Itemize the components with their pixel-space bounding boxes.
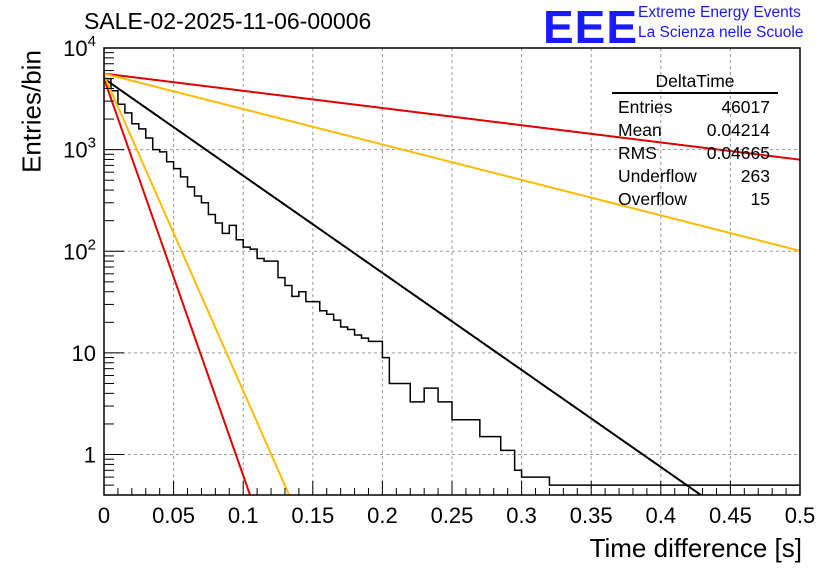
y-axis-title: Entries/bin xyxy=(16,50,47,173)
curve-red-steep xyxy=(103,78,252,496)
x-tick-label: 0.2 xyxy=(367,503,398,528)
stats-box: DeltaTime Entries 46017 Mean 0.04214 RMS 0.… xyxy=(612,70,778,211)
stats-value: 0.04665 xyxy=(706,143,770,163)
x-tick-labels: 0 0.05 0.1 0.15 0.2 0.25 0.3 0.35 0.4 0.45 0.5 xyxy=(98,503,815,528)
x-tick-label: 0.45 xyxy=(709,503,752,528)
axis-ticks xyxy=(103,47,801,496)
stats-label: Mean xyxy=(618,120,662,140)
x-tick-label: 0 xyxy=(98,503,110,528)
stats-value: 46017 xyxy=(721,97,770,117)
eee-line-2: La Scienza nelle Scuole xyxy=(638,24,804,41)
y-tick-labels: 1 10 102 103 104 xyxy=(63,33,96,468)
stats-value: 15 xyxy=(750,189,770,209)
x-tick-label: 0.15 xyxy=(291,503,334,528)
fit-curves xyxy=(103,72,801,496)
stats-label: Entries xyxy=(618,97,673,117)
eee-line-1: Extreme Energy Events xyxy=(638,4,801,21)
x-tick-label: 0.25 xyxy=(431,503,474,528)
x-tick-label: 0.05 xyxy=(152,503,195,528)
eee-logo: EEE xyxy=(543,1,639,53)
y-tick-label: 103 xyxy=(63,135,96,163)
chart-title: SALE-02-2025-11-06-00006 xyxy=(84,8,372,34)
grid xyxy=(104,48,800,495)
stats-row: Underflow 263 xyxy=(612,165,778,188)
stats-label: Underflow xyxy=(618,166,697,186)
curve-exp-fit xyxy=(103,77,702,496)
stats-title: DeltaTime xyxy=(612,70,778,94)
x-tick-label: 0.5 xyxy=(785,503,816,528)
x-tick-label: 0.3 xyxy=(506,503,537,528)
curve-orange-shallow xyxy=(103,72,801,252)
stats-value: 263 xyxy=(740,166,770,186)
y-tick-label: 102 xyxy=(63,236,96,264)
histogram xyxy=(104,77,800,486)
x-tick-label: 0.35 xyxy=(570,503,613,528)
curve-red-shallow xyxy=(103,72,801,161)
y-tick-label: 1 xyxy=(84,443,96,468)
y-tick-label: 104 xyxy=(63,33,96,61)
stats-label: Overflow xyxy=(618,189,688,209)
y-tick-label: 10 xyxy=(72,341,96,366)
x-tick-label: 0.4 xyxy=(646,503,677,528)
stats-row: Overflow 15 xyxy=(612,188,778,211)
stats-row: Mean 0.04214 xyxy=(612,119,778,142)
histogram-outline xyxy=(104,77,800,486)
x-axis-title: Time difference [s] xyxy=(589,533,802,563)
stats-label: RMS xyxy=(618,143,657,163)
stats-value: 0.04214 xyxy=(706,120,770,140)
x-tick-label: 0.1 xyxy=(228,503,259,528)
stats-row: Entries 46017 xyxy=(612,96,778,119)
stats-row: RMS 0.04665 xyxy=(612,142,778,165)
curve-orange-steep xyxy=(103,74,291,496)
